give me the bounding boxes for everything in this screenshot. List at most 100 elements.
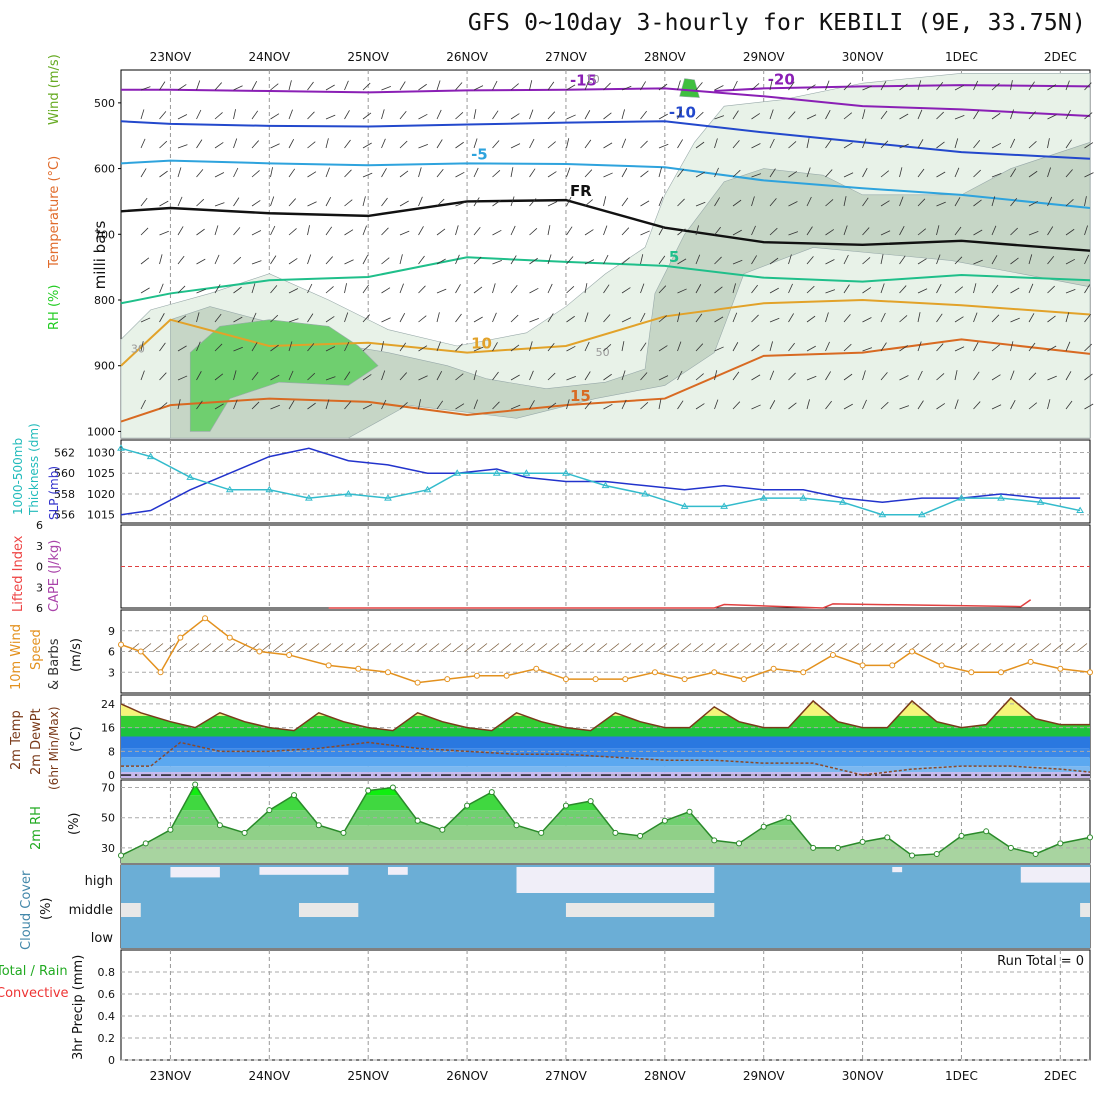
date-label-bottom: 1DEC <box>945 1069 978 1083</box>
wind-barb <box>492 283 496 294</box>
wind-barb <box>560 643 572 652</box>
wind-barb <box>954 138 959 149</box>
wind-barb <box>603 373 612 381</box>
wind-barb <box>677 198 685 207</box>
wind-barb <box>1065 312 1070 323</box>
wind-barb <box>1010 257 1019 265</box>
series-point <box>562 469 570 476</box>
series-point <box>983 828 990 835</box>
wind-barb <box>806 114 817 120</box>
series-point <box>720 502 729 509</box>
wind-barb <box>307 372 316 381</box>
wind-barb <box>862 370 866 381</box>
precip-tick: 0.6 <box>98 988 116 1001</box>
wind-barb <box>862 167 868 178</box>
slp-tick: 1020 <box>87 488 115 501</box>
wind-barb <box>862 399 867 410</box>
wind-barb <box>1084 196 1087 207</box>
wind-barb <box>973 199 982 207</box>
wind-barb <box>751 374 761 381</box>
isotherm-label: -15 <box>570 72 597 90</box>
wind-barb <box>566 226 573 236</box>
wind-barb <box>695 82 703 91</box>
wind-barb <box>288 80 292 91</box>
axis-title-thickness: 1000-500mb <box>11 438 25 515</box>
temperature-tick: 24 <box>101 698 115 711</box>
wind-barb <box>488 643 500 652</box>
date-label-bottom: 28NOV <box>644 1069 686 1083</box>
series-point <box>157 669 164 676</box>
series-point <box>256 648 263 655</box>
series-point <box>225 485 234 493</box>
wind-barb <box>196 198 205 207</box>
wind-barb <box>196 400 203 410</box>
precip-tick: 0 <box>108 1054 115 1067</box>
wind-barb <box>714 256 722 265</box>
wind-barb <box>843 196 847 207</box>
wind-barb <box>954 370 958 381</box>
wind-barb <box>214 254 220 265</box>
wind-barb <box>1052 643 1064 652</box>
wind-barb <box>455 343 463 352</box>
wind-barb <box>1028 141 1037 149</box>
axis-title-cape: CAPE (J/kg) <box>47 540 62 612</box>
wind-barb <box>936 343 944 352</box>
wind-barb <box>362 82 371 91</box>
wind-barb <box>214 343 223 352</box>
wind-barb <box>695 343 704 352</box>
wind-barb <box>566 256 574 265</box>
wind-barb <box>418 285 426 294</box>
wind-barb <box>214 373 224 381</box>
wind-barb <box>806 375 817 381</box>
series-point <box>241 829 248 836</box>
wind-barb <box>307 313 314 323</box>
series-point <box>1087 669 1093 676</box>
rh-shade-70 <box>679 78 700 98</box>
cloud-row-label: low <box>91 931 114 946</box>
wind-barb <box>1084 284 1091 294</box>
wind-barb <box>695 201 706 207</box>
date-label-bottom: 25NOV <box>347 1069 389 1083</box>
wind-barb <box>436 198 445 207</box>
date-label-top: 30NOV <box>842 50 884 64</box>
wind-barb <box>196 341 201 352</box>
wind-barb <box>566 345 576 352</box>
wind-barb <box>140 257 150 265</box>
wind-barb <box>769 317 780 323</box>
wind-barb <box>692 643 704 652</box>
wind-barb <box>917 288 928 294</box>
wind-barb <box>936 403 946 410</box>
wind-barb <box>473 256 482 265</box>
series-point <box>384 494 392 501</box>
series-point <box>933 850 940 857</box>
thickness-tick: 560 <box>54 467 75 480</box>
wind-barb <box>288 228 297 236</box>
series-point <box>958 832 965 839</box>
wind-barb <box>381 287 391 294</box>
wind-barb <box>956 643 968 652</box>
wind-barb <box>603 403 613 410</box>
wind-barb <box>769 109 774 120</box>
wind-barb <box>806 196 812 207</box>
wind-barb <box>548 643 560 652</box>
series-point <box>1076 506 1084 514</box>
wind-barb <box>732 401 741 410</box>
series-point <box>651 669 658 676</box>
series-point <box>365 787 372 794</box>
wind-barb <box>529 287 539 294</box>
wind-barb <box>177 226 184 236</box>
wind-barb <box>566 114 576 120</box>
wind-barb <box>529 370 534 381</box>
wind-barb <box>788 171 798 178</box>
wind-barb <box>547 225 551 236</box>
wind-barb <box>381 257 390 265</box>
wind-barb <box>270 344 279 352</box>
wind-barb <box>381 86 391 91</box>
wind-barb <box>1010 317 1020 323</box>
wind-barb <box>344 259 354 265</box>
wind-barb <box>362 196 366 207</box>
wind-barb <box>584 259 595 265</box>
wind-barb <box>381 109 385 120</box>
series-point <box>340 829 347 836</box>
wind-barb <box>196 139 203 149</box>
